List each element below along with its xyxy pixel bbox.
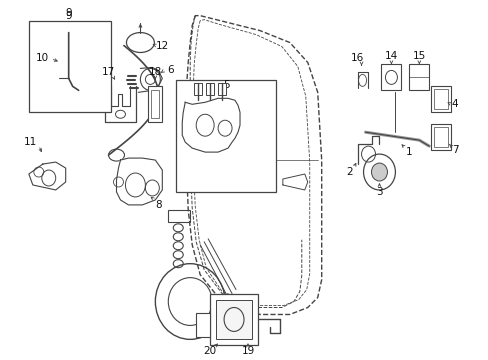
Text: 10: 10 (36, 54, 49, 63)
Bar (206, 84, 214, 95)
Text: 8: 8 (155, 200, 162, 210)
Bar (176, 80, 275, 192)
Polygon shape (182, 98, 240, 152)
Bar (430, 86, 450, 112)
Bar (381, 64, 401, 90)
Bar (148, 86, 162, 122)
Bar (168, 210, 190, 222)
Text: 1: 1 (405, 147, 412, 157)
Text: 2: 2 (346, 167, 352, 177)
Bar (218, 84, 225, 95)
Text: 19: 19 (241, 346, 254, 356)
Text: 13: 13 (221, 302, 234, 312)
Text: 3: 3 (375, 187, 382, 197)
Bar (216, 300, 251, 339)
Bar (408, 64, 428, 90)
Text: 12: 12 (155, 41, 168, 50)
Bar (433, 89, 447, 109)
Text: 15: 15 (412, 51, 425, 62)
Text: 14: 14 (384, 51, 397, 62)
Text: 9: 9 (65, 8, 72, 18)
Text: 7: 7 (451, 145, 458, 155)
Bar (210, 293, 258, 345)
Text: 18: 18 (148, 67, 162, 77)
Text: 4: 4 (451, 99, 458, 109)
Bar (430, 124, 450, 150)
Bar (29, 21, 110, 112)
Text: 5: 5 (223, 80, 229, 90)
Polygon shape (29, 162, 65, 190)
Bar (151, 90, 159, 118)
Bar (194, 84, 202, 95)
Bar (196, 314, 210, 337)
Text: 6: 6 (166, 66, 173, 76)
Text: 20: 20 (203, 346, 216, 356)
Polygon shape (116, 158, 162, 205)
Bar (433, 127, 447, 147)
Ellipse shape (371, 163, 386, 181)
Text: 17: 17 (102, 67, 115, 77)
Text: 11: 11 (24, 137, 38, 147)
Text: 9: 9 (65, 11, 72, 21)
Text: 16: 16 (350, 54, 364, 63)
